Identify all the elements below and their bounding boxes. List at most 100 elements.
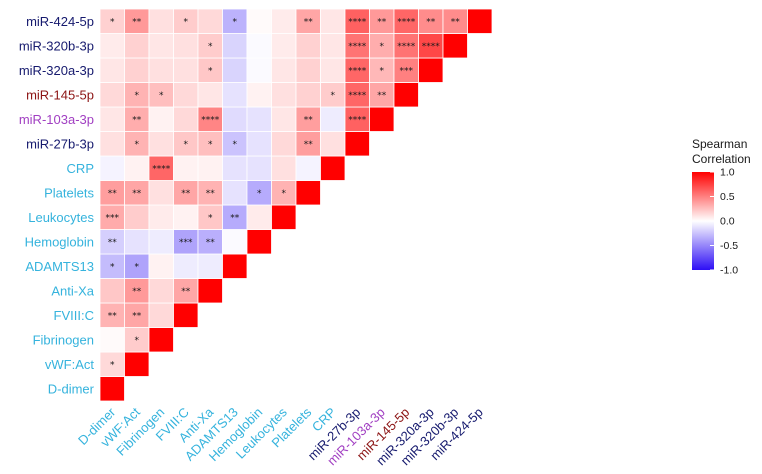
heatmap-cell-ADAMTS13-Anti-Xa bbox=[197, 253, 223, 279]
heatmap-cell-miR-320b-3p-vWF:Act bbox=[124, 33, 150, 59]
significance-marker: * bbox=[233, 140, 238, 150]
heatmap-cell-D-dimer-D-dimer bbox=[99, 376, 125, 402]
significance-marker: **** bbox=[397, 17, 416, 27]
heatmap-cell-Hemoglobin-D-dimer bbox=[99, 229, 125, 255]
heatmap-cell-miR-145-5p-D-dimer bbox=[99, 82, 125, 108]
significance-marker: * bbox=[257, 189, 262, 199]
heatmap-cell-CRP-CRP bbox=[320, 155, 346, 181]
significance-marker: * bbox=[135, 91, 140, 101]
heatmap-cell-Platelets-Fibrinogen bbox=[148, 180, 174, 206]
heatmap-cell-miR-103a-3p-Anti-Xa bbox=[197, 106, 223, 132]
row-labels: D-dimer vWF:Act Fibrinogen FVIII:C Anti-Xa AD… bbox=[19, 14, 95, 397]
heatmap-cell-miR-320b-3p-miR-320b-3p bbox=[442, 33, 468, 59]
significance-marker: **** bbox=[152, 164, 171, 174]
heatmap-cell-miR-424-5p-vWF:Act bbox=[124, 8, 150, 34]
heatmap-cell-miR-320a-3p-miR-103a-3p bbox=[369, 57, 395, 83]
heatmap-cell-Hemoglobin-vWF:Act bbox=[124, 229, 150, 255]
heatmap-cells bbox=[99, 8, 493, 402]
heatmap-cell-miR-424-5p-Anti-Xa bbox=[197, 8, 223, 34]
row-label-miR-145-5p: miR-145-5p bbox=[26, 87, 94, 102]
row-label-miR-320a-3p: miR-320a-3p bbox=[19, 63, 94, 78]
heatmap-cell-miR-103a-3p-ADAMTS13 bbox=[222, 106, 248, 132]
heatmap-cell-Leukocytes-Leukocytes bbox=[271, 204, 297, 230]
heatmap-cell-Fibrinogen-D-dimer bbox=[99, 327, 125, 353]
row-label-miR-27b-3p: miR-27b-3p bbox=[26, 136, 94, 151]
significance-marker: * bbox=[380, 66, 385, 76]
significance-marker: ** bbox=[377, 91, 387, 101]
significance-marker: ** bbox=[206, 189, 216, 199]
heatmap-cell-miR-320b-3p-miR-27b-3p bbox=[344, 33, 370, 59]
row-label-CRP: CRP bbox=[67, 161, 94, 176]
row-label-vWF:Act: vWF:Act bbox=[45, 357, 94, 372]
significance-marker: * bbox=[135, 262, 140, 272]
heatmap-cell-ADAMTS13-D-dimer bbox=[99, 253, 125, 279]
significance-marker: ** bbox=[108, 311, 118, 321]
heatmap-cell-Leukocytes-FVIII:C bbox=[173, 204, 199, 230]
legend-title-line1: Spearman bbox=[692, 137, 747, 151]
heatmap-cell-miR-424-5p-Hemoglobin bbox=[246, 8, 272, 34]
significance-marker: ** bbox=[206, 238, 216, 248]
heatmap-cell-miR-320b-3p-ADAMTS13 bbox=[222, 33, 248, 59]
significance-marker: **** bbox=[348, 91, 367, 101]
heatmap-cell-miR-424-5p-Fibrinogen bbox=[148, 8, 174, 34]
row-label-Anti-Xa: Anti-Xa bbox=[51, 283, 94, 298]
heatmap-cell-Anti-Xa-vWF:Act bbox=[124, 278, 150, 304]
heatmap-cell-ADAMTS13-vWF:Act bbox=[124, 253, 150, 279]
heatmap-cell-miR-320a-3p-vWF:Act bbox=[124, 57, 150, 83]
heatmap-cell-Anti-Xa-D-dimer bbox=[99, 278, 125, 304]
significance-marker: **** bbox=[348, 42, 367, 52]
heatmap-cell-miR-424-5p-Platelets bbox=[295, 8, 321, 34]
heatmap-cell-Platelets-ADAMTS13 bbox=[222, 180, 248, 206]
heatmap-cell-miR-320b-3p-CRP bbox=[320, 33, 346, 59]
heatmap-cell-miR-103a-3p-D-dimer bbox=[99, 106, 125, 132]
legend-title-line2: Correlation bbox=[692, 152, 751, 166]
row-label-D-dimer: D-dimer bbox=[48, 381, 95, 396]
heatmap-cell-Anti-Xa-Anti-Xa bbox=[197, 278, 223, 304]
row-label-Leukocytes: Leukocytes bbox=[28, 210, 94, 225]
significance-marker: ** bbox=[304, 17, 314, 27]
significance-marker: * bbox=[135, 336, 140, 346]
significance-marker: * bbox=[110, 17, 115, 27]
significance-marker: * bbox=[110, 360, 115, 370]
heatmap-cell-miR-424-5p-miR-320a-3p bbox=[418, 8, 444, 34]
heatmap-cell-miR-320a-3p-FVIII:C bbox=[173, 57, 199, 83]
heatmap-cell-miR-320a-3p-D-dimer bbox=[99, 57, 125, 83]
heatmap-cell-miR-145-5p-ADAMTS13 bbox=[222, 82, 248, 108]
row-label-FVIII:C: FVIII:C bbox=[54, 308, 94, 323]
column-labels: D-dimervWF:ActFibrinogenFVIII:CAnti-XaAD… bbox=[75, 404, 486, 468]
heatmap-cell-Platelets-Hemoglobin bbox=[246, 180, 272, 206]
heatmap-cell-miR-320a-3p-Hemoglobin bbox=[246, 57, 272, 83]
significance-marker: ** bbox=[108, 238, 118, 248]
heatmap-cell-Fibrinogen-Fibrinogen bbox=[148, 327, 174, 353]
significance-marker: * bbox=[208, 42, 213, 52]
heatmap-cell-CRP-FVIII:C bbox=[173, 155, 199, 181]
heatmap-cell-miR-320a-3p-ADAMTS13 bbox=[222, 57, 248, 83]
heatmap-cell-CRP-vWF:Act bbox=[124, 155, 150, 181]
heatmap-cell-CRP-ADAMTS13 bbox=[222, 155, 248, 181]
significance-marker: ** bbox=[304, 140, 314, 150]
heatmap-cell-miR-424-5p-miR-27b-3p bbox=[344, 8, 370, 34]
heatmap-cell-miR-103a-3p-CRP bbox=[320, 106, 346, 132]
heatmap-cell-miR-27b-3p-Leukocytes bbox=[271, 131, 297, 157]
row-label-Platelets: Platelets bbox=[44, 185, 94, 200]
significance-marker: * bbox=[135, 140, 140, 150]
heatmap-cell-miR-145-5p-Anti-Xa bbox=[197, 82, 223, 108]
heatmap-cell-miR-320a-3p-CRP bbox=[320, 57, 346, 83]
heatmap-cell-CRP-Anti-Xa bbox=[197, 155, 223, 181]
heatmap-cell-Hemoglobin-Fibrinogen bbox=[148, 229, 174, 255]
row-label-miR-424-5p: miR-424-5p bbox=[26, 14, 94, 29]
heatmap-cell-miR-424-5p-miR-320b-3p bbox=[442, 8, 468, 34]
heatmap-cell-miR-320b-3p-Hemoglobin bbox=[246, 33, 272, 59]
significance-marker: ** bbox=[132, 311, 142, 321]
heatmap-cell-miR-320b-3p-Leukocytes bbox=[271, 33, 297, 59]
heatmap-cell-miR-424-5p-CRP bbox=[320, 8, 346, 34]
heatmap-cell-miR-145-5p-miR-27b-3p bbox=[344, 82, 370, 108]
row-label-miR-103a-3p: miR-103a-3p bbox=[19, 112, 94, 127]
heatmap-cell-miR-320a-3p-Anti-Xa bbox=[197, 57, 223, 83]
significance-markers: **** **** *** *** *** ***** * **** ** ** ** * ******… bbox=[106, 17, 461, 370]
heatmap-cell-CRP-Platelets bbox=[295, 155, 321, 181]
significance-marker: * bbox=[233, 17, 238, 27]
heatmap-cell-Platelets-vWF:Act bbox=[124, 180, 150, 206]
heatmap-cell-Leukocytes-vWF:Act bbox=[124, 204, 150, 230]
